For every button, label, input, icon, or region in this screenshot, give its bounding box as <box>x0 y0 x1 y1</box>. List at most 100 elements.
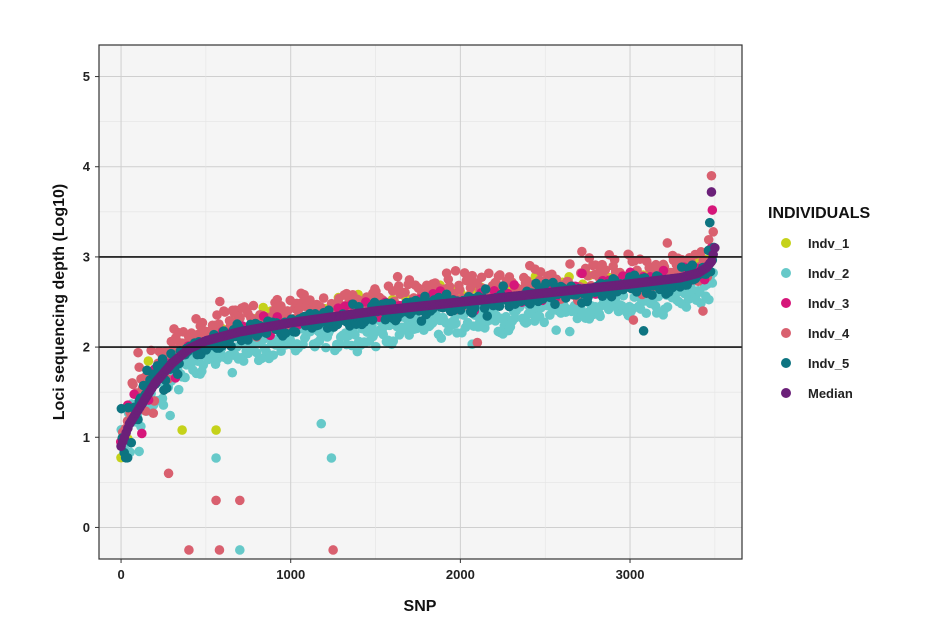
legend-item: Indv_1 <box>781 236 849 251</box>
data-point <box>282 306 293 316</box>
data-point <box>662 302 673 312</box>
data-point <box>541 278 551 289</box>
data-point <box>522 317 532 327</box>
data-point <box>577 246 587 257</box>
y-tick-label: 5 <box>83 69 90 84</box>
outlier-point <box>328 545 338 555</box>
data-point <box>564 326 575 337</box>
legend-swatch <box>781 328 791 338</box>
data-point <box>647 290 657 300</box>
outlier-point <box>707 205 718 215</box>
data-point <box>161 383 172 393</box>
data-point <box>172 369 183 380</box>
data-point <box>280 328 291 338</box>
outlier-point <box>698 306 708 316</box>
data-point <box>662 238 673 248</box>
data-point <box>696 298 706 308</box>
data-point <box>367 315 378 325</box>
data-point <box>681 302 692 312</box>
data-point <box>227 367 238 378</box>
x-tick-label: 3000 <box>616 567 645 582</box>
legend-item: Indv_4 <box>781 326 850 341</box>
y-axis-title: Loci sequencing depth (Log10) <box>51 184 68 420</box>
data-point <box>143 356 154 366</box>
data-point <box>658 265 669 276</box>
data-point <box>482 311 493 321</box>
data-point <box>128 379 138 390</box>
x-tick-label: 2000 <box>446 567 475 582</box>
outlier-point <box>211 453 221 463</box>
outlier-point <box>706 170 717 181</box>
data-point <box>392 271 403 282</box>
legend-swatch <box>781 268 791 278</box>
data-point <box>479 303 490 314</box>
legend-label: Indv_2 <box>808 266 849 281</box>
legend-item: Indv_5 <box>781 356 849 371</box>
data-point <box>180 372 190 383</box>
data-points <box>116 170 720 555</box>
outlier-point <box>235 495 245 506</box>
data-point <box>535 267 546 277</box>
data-point <box>126 437 137 448</box>
y-tick-label: 0 <box>83 520 90 535</box>
legend-swatch <box>781 358 791 368</box>
data-point <box>703 234 714 245</box>
data-point <box>451 318 461 329</box>
data-point <box>641 308 652 319</box>
data-point <box>551 325 561 336</box>
data-point <box>137 428 147 439</box>
data-point <box>220 307 230 317</box>
data-point <box>214 319 224 329</box>
y-axis-ticks: 0 1 2 3 4 5 <box>83 69 99 535</box>
legend-label: Indv_4 <box>808 326 850 341</box>
x-tick-label: 0 <box>117 567 124 582</box>
data-point <box>459 268 470 278</box>
data-point <box>476 272 487 283</box>
data-point <box>450 266 461 276</box>
legend-swatch <box>781 238 791 248</box>
outlier-point <box>706 187 717 197</box>
data-point <box>197 317 208 328</box>
data-point <box>215 296 225 307</box>
y-tick-label: 2 <box>83 340 90 355</box>
data-point <box>539 317 550 328</box>
outlier-point <box>211 495 221 506</box>
data-point <box>318 293 329 303</box>
data-point <box>436 333 447 344</box>
data-point <box>565 259 575 269</box>
data-point <box>346 340 357 351</box>
data-point <box>134 446 144 457</box>
data-point <box>388 336 399 346</box>
legend-item: Indv_3 <box>781 296 849 311</box>
data-point <box>495 270 505 280</box>
data-point <box>165 410 175 421</box>
data-point <box>595 311 605 322</box>
legend: Indv_1 Indv_2 Indv_3 Indv_4 Indv_5 Median <box>781 236 853 401</box>
y-tick-label: 1 <box>83 430 90 445</box>
data-point <box>510 313 520 323</box>
data-point <box>226 341 236 351</box>
y-tick-label: 3 <box>83 249 90 264</box>
data-point <box>704 294 714 305</box>
legend-label: Indv_5 <box>808 356 849 371</box>
x-axis-ticks: 0 1000 2000 3000 <box>117 559 644 582</box>
data-point <box>584 253 595 263</box>
data-point <box>148 408 159 418</box>
data-point <box>290 327 301 337</box>
legend-label: Median <box>808 386 853 401</box>
data-point <box>258 302 269 313</box>
data-point <box>577 268 587 279</box>
data-point <box>480 284 491 294</box>
data-point <box>525 299 535 309</box>
outlier-point <box>638 326 649 336</box>
outlier-point <box>163 468 174 479</box>
data-point <box>509 280 519 290</box>
outlier-point <box>214 545 225 555</box>
outlier-point <box>184 545 194 555</box>
data-point <box>400 287 410 298</box>
outlier-point <box>316 418 327 429</box>
data-point <box>256 353 267 364</box>
data-point <box>243 335 253 345</box>
outlier-point <box>235 545 245 555</box>
data-point <box>238 356 249 366</box>
